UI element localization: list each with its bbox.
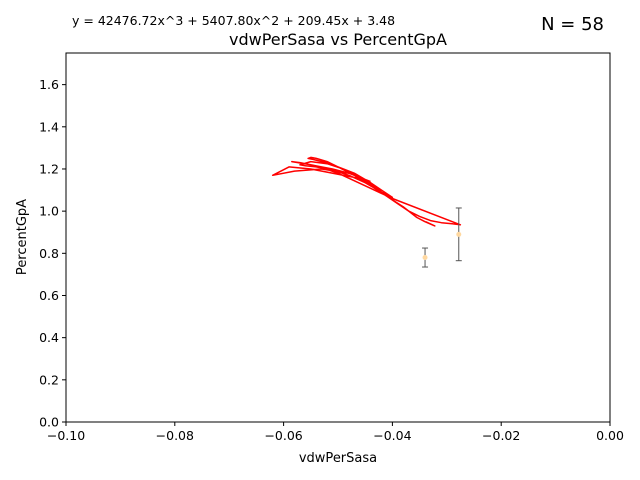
y-tick-label: 0.4 [39,330,59,345]
y-tick-label: 0.2 [39,372,59,387]
y-tick-label: 1.2 [39,161,59,176]
y-tick-label: 0.8 [39,246,59,261]
y-axis-ticks: 0.0 0.2 0.4 0.6 0.8 1.0 1.2 1.4 1.6 [39,77,66,430]
x-tick-label: −0.04 [373,428,411,443]
plot-area [271,156,462,268]
y-tick-label: 1.6 [39,77,59,92]
x-tick-label: −0.10 [47,428,85,443]
y-tick-label: 0.6 [39,288,59,303]
data-marker [422,255,428,261]
y-axis-label: PercentGpA [15,199,30,275]
y-tick-label: 0.0 [39,415,59,430]
x-tick-label: 0.00 [596,428,624,443]
fit-curve [271,156,462,227]
chart-title: vdwPerSasa vs PercentGpA [229,30,447,49]
x-tick-label: −0.06 [264,428,302,443]
sample-count: N = 58 [541,14,604,35]
x-tick-label: −0.02 [482,428,520,443]
x-axis-ticks: −0.10 −0.08 −0.06 −0.04 −0.02 0.00 [47,422,624,443]
x-tick-label: −0.08 [156,428,194,443]
y-tick-label: 1.0 [39,204,59,219]
x-axis-label: vdwPerSasa [299,451,377,466]
fit-equation: y = 42476.72x^3 + 5407.80x^2 + 209.45x +… [72,13,395,28]
data-marker [456,231,462,237]
axes [65,52,611,423]
y-tick-label: 1.4 [39,119,59,134]
data-point-1 [422,247,429,268]
data-point-2 [455,207,462,262]
axes-frame [65,52,611,423]
